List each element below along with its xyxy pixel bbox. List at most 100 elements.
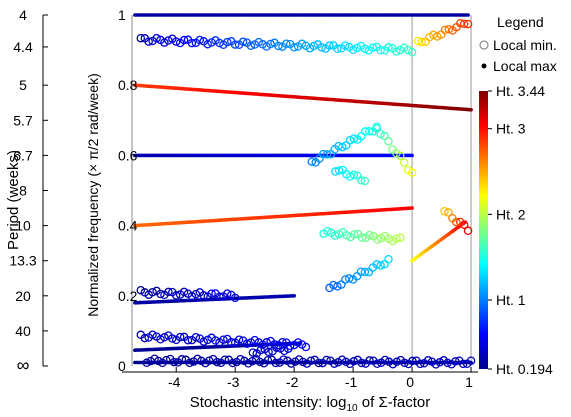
local-min-point xyxy=(463,226,473,236)
y-axis-label: Normalized frequency (× π/2 rad/week) xyxy=(85,73,101,316)
local-min-point xyxy=(407,168,417,177)
period-tick-label: 5.7 xyxy=(13,112,33,128)
period-tick-label: 5 xyxy=(19,77,27,93)
local-min-point xyxy=(360,44,370,53)
local-min-point xyxy=(349,134,359,143)
local-min-point xyxy=(396,151,405,160)
x-axis-label: Stochastic intensity: log10 of Σ-factor xyxy=(190,394,431,414)
local-min-point xyxy=(279,355,288,364)
local-min-point xyxy=(263,355,273,365)
local-min-point xyxy=(211,336,220,345)
x-tick-label: 1 xyxy=(465,374,473,390)
x-tick-label: -1 xyxy=(345,374,358,390)
colorbar-labels: Ht. 3.44 Ht. 3 Ht. 2 Ht. 1 Ht. 0.194 xyxy=(488,83,553,377)
local-min-point xyxy=(164,36,173,45)
local-min-point xyxy=(443,358,452,368)
local-min-point xyxy=(357,233,367,242)
local-min-point xyxy=(399,158,409,167)
local-min-point xyxy=(444,25,454,34)
local-min-point xyxy=(284,344,293,353)
local-min-point xyxy=(348,45,358,55)
local-min-point xyxy=(274,41,283,51)
period-tick-label: 6.7 xyxy=(13,147,33,163)
local-min-point xyxy=(287,359,296,368)
local-min-point xyxy=(207,289,216,298)
local-min-point xyxy=(392,47,401,56)
local-min-point xyxy=(365,356,374,365)
local-min-point xyxy=(175,332,185,342)
local-min-point xyxy=(306,356,316,365)
local-min-point xyxy=(380,131,389,141)
local-min-point xyxy=(179,35,189,45)
axes: -4 -3 -2 -1 0 1 4 4.4 5 5.7 6.7 8 10 13.3 20 40 ∞ 0 0.2 0.4… xyxy=(9,7,478,390)
local-min-point xyxy=(220,355,230,364)
local-min-point xyxy=(384,254,393,264)
local-min-point xyxy=(372,260,381,269)
local-min-point xyxy=(458,359,468,369)
local-min-point xyxy=(199,291,208,300)
local-min-point xyxy=(164,287,173,297)
local-min-point xyxy=(380,355,390,365)
local-min-point xyxy=(215,38,224,48)
legend: Legend Local min. Local max xyxy=(479,14,557,74)
period-tick-label: 4.4 xyxy=(13,39,33,55)
local-min-point xyxy=(169,357,179,367)
local-min-point xyxy=(168,334,177,343)
local-min-point xyxy=(203,39,212,49)
local-min-point xyxy=(356,176,366,185)
local-min-point xyxy=(376,129,385,139)
local-min-point xyxy=(333,44,342,54)
colorbar-label: Ht. 3 xyxy=(496,121,526,137)
local-min-point xyxy=(322,355,331,365)
local-min-point xyxy=(376,46,385,55)
local-min-point xyxy=(179,287,189,297)
legend-max-label: Local max xyxy=(493,58,557,74)
x-tick-label: -3 xyxy=(227,374,240,390)
local-min-point xyxy=(373,359,382,369)
local-min-point xyxy=(307,157,317,166)
local-min-point xyxy=(444,208,453,217)
local-min-point xyxy=(256,345,265,355)
local-min-point xyxy=(255,357,265,367)
local-min-point xyxy=(392,234,401,243)
period-tick-label: ∞ xyxy=(17,355,30,375)
local-min-point xyxy=(384,43,393,52)
local-min-point xyxy=(156,289,165,299)
local-min-point xyxy=(344,274,354,283)
legend-max-marker xyxy=(481,63,487,69)
legend-min-marker xyxy=(479,40,489,50)
local-min-point xyxy=(191,332,201,342)
local-min-point xyxy=(219,335,228,344)
local-min-point xyxy=(266,39,275,49)
local-min-point xyxy=(322,150,332,159)
period-tick-label: 8 xyxy=(19,183,27,199)
local-min-point xyxy=(333,282,342,291)
local-min-point xyxy=(407,47,417,57)
local-min-point xyxy=(230,40,240,49)
local-min-point xyxy=(195,35,205,45)
local-min-point xyxy=(234,335,244,344)
local-min-point xyxy=(148,330,157,340)
local-min-point xyxy=(136,33,146,43)
local-min-point xyxy=(373,235,382,244)
local-min-point xyxy=(183,335,193,345)
local-min-point xyxy=(246,41,256,51)
local-max-point xyxy=(410,153,414,158)
local-min-point xyxy=(297,39,307,49)
local-min-point xyxy=(466,356,476,365)
local-min-point xyxy=(177,355,187,364)
local-min-point xyxy=(400,358,409,368)
local-min-point xyxy=(264,347,273,357)
period-tick-label: 20 xyxy=(15,288,31,304)
local-min-point xyxy=(368,43,378,52)
local-min-point xyxy=(314,358,323,368)
local-min-point xyxy=(215,292,224,302)
period-axis-label: Period (weeks) xyxy=(5,150,22,250)
y-tick-label: 0.8 xyxy=(118,77,138,93)
local-min-point xyxy=(242,339,252,349)
local-min-point xyxy=(140,333,150,343)
local-min-point xyxy=(452,217,461,227)
local-min-point xyxy=(440,206,449,216)
period-tick-label: 13.3 xyxy=(9,253,36,269)
